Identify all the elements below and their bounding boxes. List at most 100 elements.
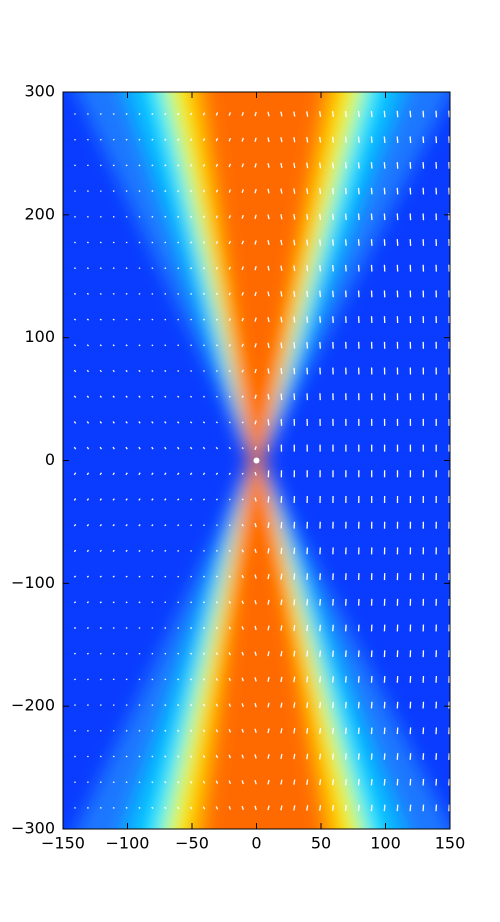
quiver-arrow: [177, 524, 180, 527]
quiver-arrow: [267, 522, 270, 529]
quiver-arrow: [331, 753, 335, 760]
quiver-arrow: [202, 703, 206, 707]
quiver-arrow: [164, 498, 167, 501]
quiver-arrow: [86, 344, 90, 347]
quiver-arrow: [319, 188, 322, 195]
quiver-arrow: [112, 292, 115, 295]
quiver-arrow: [241, 805, 244, 810]
quiver-arrow: [293, 316, 296, 323]
quiver-arrow: [202, 806, 206, 810]
quiver-arrow: [228, 575, 231, 578]
quiver-arrow: [306, 727, 309, 734]
quiver-arrow: [267, 676, 270, 682]
quiver-arrow: [190, 395, 193, 398]
quiver-arrow: [357, 701, 360, 709]
quiver-arrow: [267, 214, 270, 220]
x-tick-label: 150: [435, 834, 466, 853]
quiver-arrow: [370, 213, 373, 221]
quiver-arrow: [151, 421, 154, 424]
quiver-arrow: [138, 190, 141, 192]
quiver-arrow: [202, 472, 206, 476]
quiver-arrow: [138, 344, 141, 347]
quiver-arrow: [73, 523, 77, 527]
quiver-arrow: [202, 652, 206, 655]
quiver-arrow: [241, 703, 244, 708]
quiver-arrow: [228, 369, 231, 373]
quiver-arrow: [189, 189, 193, 193]
quiver-arrow: [177, 138, 180, 141]
quiver-arrow: [176, 446, 180, 450]
field-band: [147, 92, 381, 829]
quiver-arrow: [344, 136, 347, 143]
quiver-arrow: [138, 549, 141, 552]
quiver: [73, 110, 450, 812]
quiver-arrow: [228, 318, 232, 322]
quiver-arrow: [189, 421, 193, 424]
quiver-arrow: [112, 113, 115, 115]
quiver-arrow: [138, 729, 141, 732]
quiver-arrow: [164, 395, 167, 398]
quiver-arrow: [228, 600, 232, 604]
quiver-arrow: [280, 753, 283, 760]
quiver-arrow: [267, 728, 270, 734]
quiver-arrow: [202, 601, 206, 604]
y-tick-label: −100: [11, 573, 55, 592]
quiver-arrow: [306, 573, 309, 580]
quiver-arrow: [215, 729, 219, 733]
quiver-arrow: [164, 781, 167, 784]
quiver-arrow: [125, 549, 128, 553]
quiver-arrow: [73, 421, 77, 424]
quiver-arrow: [215, 292, 219, 296]
quiver-arrow: [164, 446, 167, 450]
quiver-arrow: [151, 704, 154, 706]
quiver-arrow: [228, 163, 232, 168]
quiver-arrow: [344, 187, 347, 195]
quiver-arrow: [228, 652, 232, 656]
quiver-arrow: [267, 573, 270, 580]
field-center: [253, 457, 260, 464]
quiver-arrow: [267, 651, 270, 657]
quiver-arrow: [280, 393, 283, 400]
quiver-arrow: [293, 753, 296, 760]
quiver-arrow: [344, 239, 347, 246]
quiver-arrow: [267, 368, 270, 374]
quiver-arrow: [241, 447, 244, 450]
quiver-arrow: [215, 446, 219, 450]
quiver-arrow: [319, 624, 322, 632]
quiver-arrow: [293, 779, 296, 785]
quiver-arrow: [396, 162, 399, 169]
quiver-arrow: [332, 264, 334, 272]
quiver-arrow: [190, 292, 193, 295]
quiver-arrow: [280, 214, 283, 220]
quiver-arrow: [151, 112, 154, 116]
quiver-arrow: [112, 523, 115, 527]
quiver-arrow: [86, 601, 89, 604]
quiver-arrow: [254, 497, 257, 502]
quiver-arrow: [125, 164, 128, 167]
quiver-arrow: [332, 624, 334, 632]
quiver-arrow: [138, 164, 141, 167]
quiver-arrow: [164, 472, 167, 476]
quiver-arrow: [164, 190, 167, 193]
quiver-arrow: [112, 395, 115, 398]
quiver-arrow: [280, 342, 283, 349]
quiver-arrow: [202, 421, 206, 424]
quiver-arrow: [228, 806, 232, 810]
quiver-arrow: [344, 779, 347, 786]
quiver-arrow: [254, 420, 257, 425]
quiver-arrow: [215, 652, 219, 656]
quiver-arrow: [189, 678, 193, 681]
quiver-arrow: [293, 239, 296, 246]
quiver-arrow: [241, 754, 244, 759]
quiver-arrow: [280, 805, 283, 811]
quiver-arrow: [332, 187, 334, 195]
quiver-arrow: [215, 112, 219, 116]
quiver-arrow: [202, 267, 206, 270]
quiver-arrow: [99, 472, 103, 476]
quiver-arrow: [164, 678, 167, 681]
quiver-arrow: [357, 804, 360, 812]
quiver-arrow: [112, 781, 115, 784]
y-tick-label: −200: [11, 696, 55, 715]
y-tick-label: −300: [11, 819, 55, 838]
quiver-arrow: [267, 496, 270, 503]
